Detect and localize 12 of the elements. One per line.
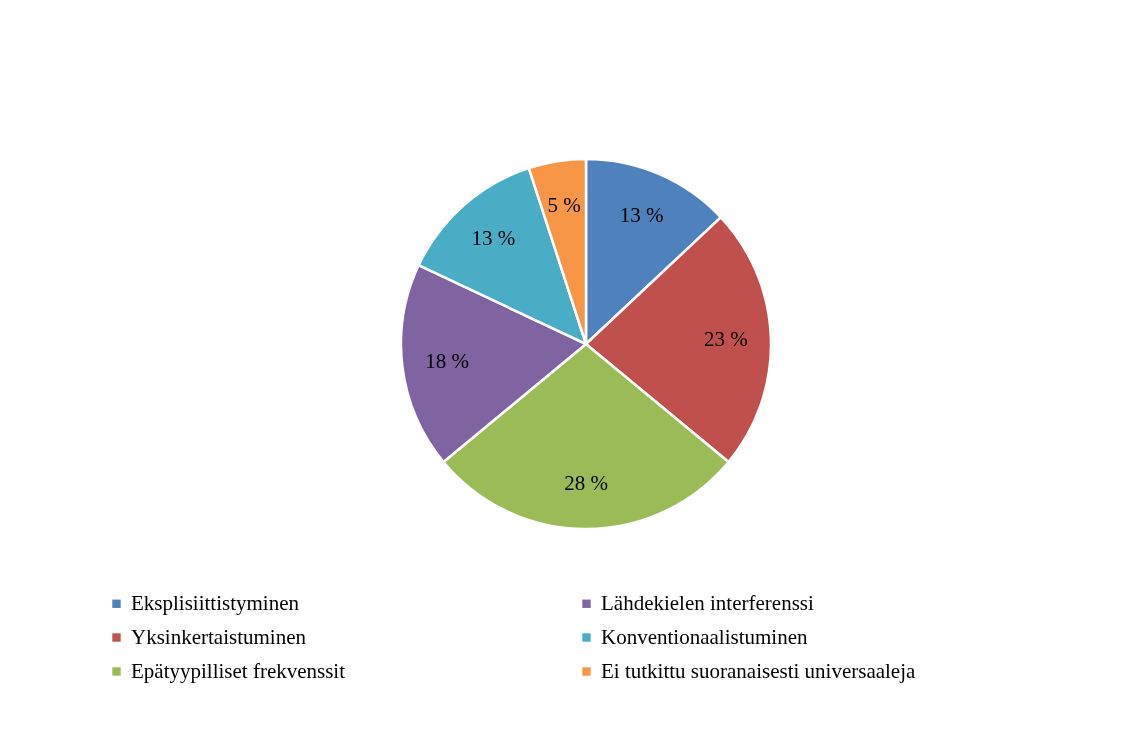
data-label: 5 % bbox=[547, 192, 581, 217]
legend-label: Lähdekielen interferenssi bbox=[601, 590, 814, 615]
data-label: 28 % bbox=[564, 471, 608, 495]
data-label: 13 % bbox=[471, 225, 516, 250]
data-label: 23 % bbox=[704, 326, 748, 351]
legend-label: Eksplisiittistyminen bbox=[131, 590, 300, 615]
legend-label: Ei tutkittu suoranaisesti universaaleja bbox=[601, 658, 917, 683]
legend-label: Konventionaalistuminen bbox=[601, 624, 808, 649]
data-label: 13 % bbox=[619, 202, 664, 227]
legend-label: Epätyypilliset frekvenssit bbox=[131, 658, 346, 683]
legend-label: Yksinkertaistuminen bbox=[131, 624, 307, 649]
data-label: 18 % bbox=[425, 348, 469, 373]
